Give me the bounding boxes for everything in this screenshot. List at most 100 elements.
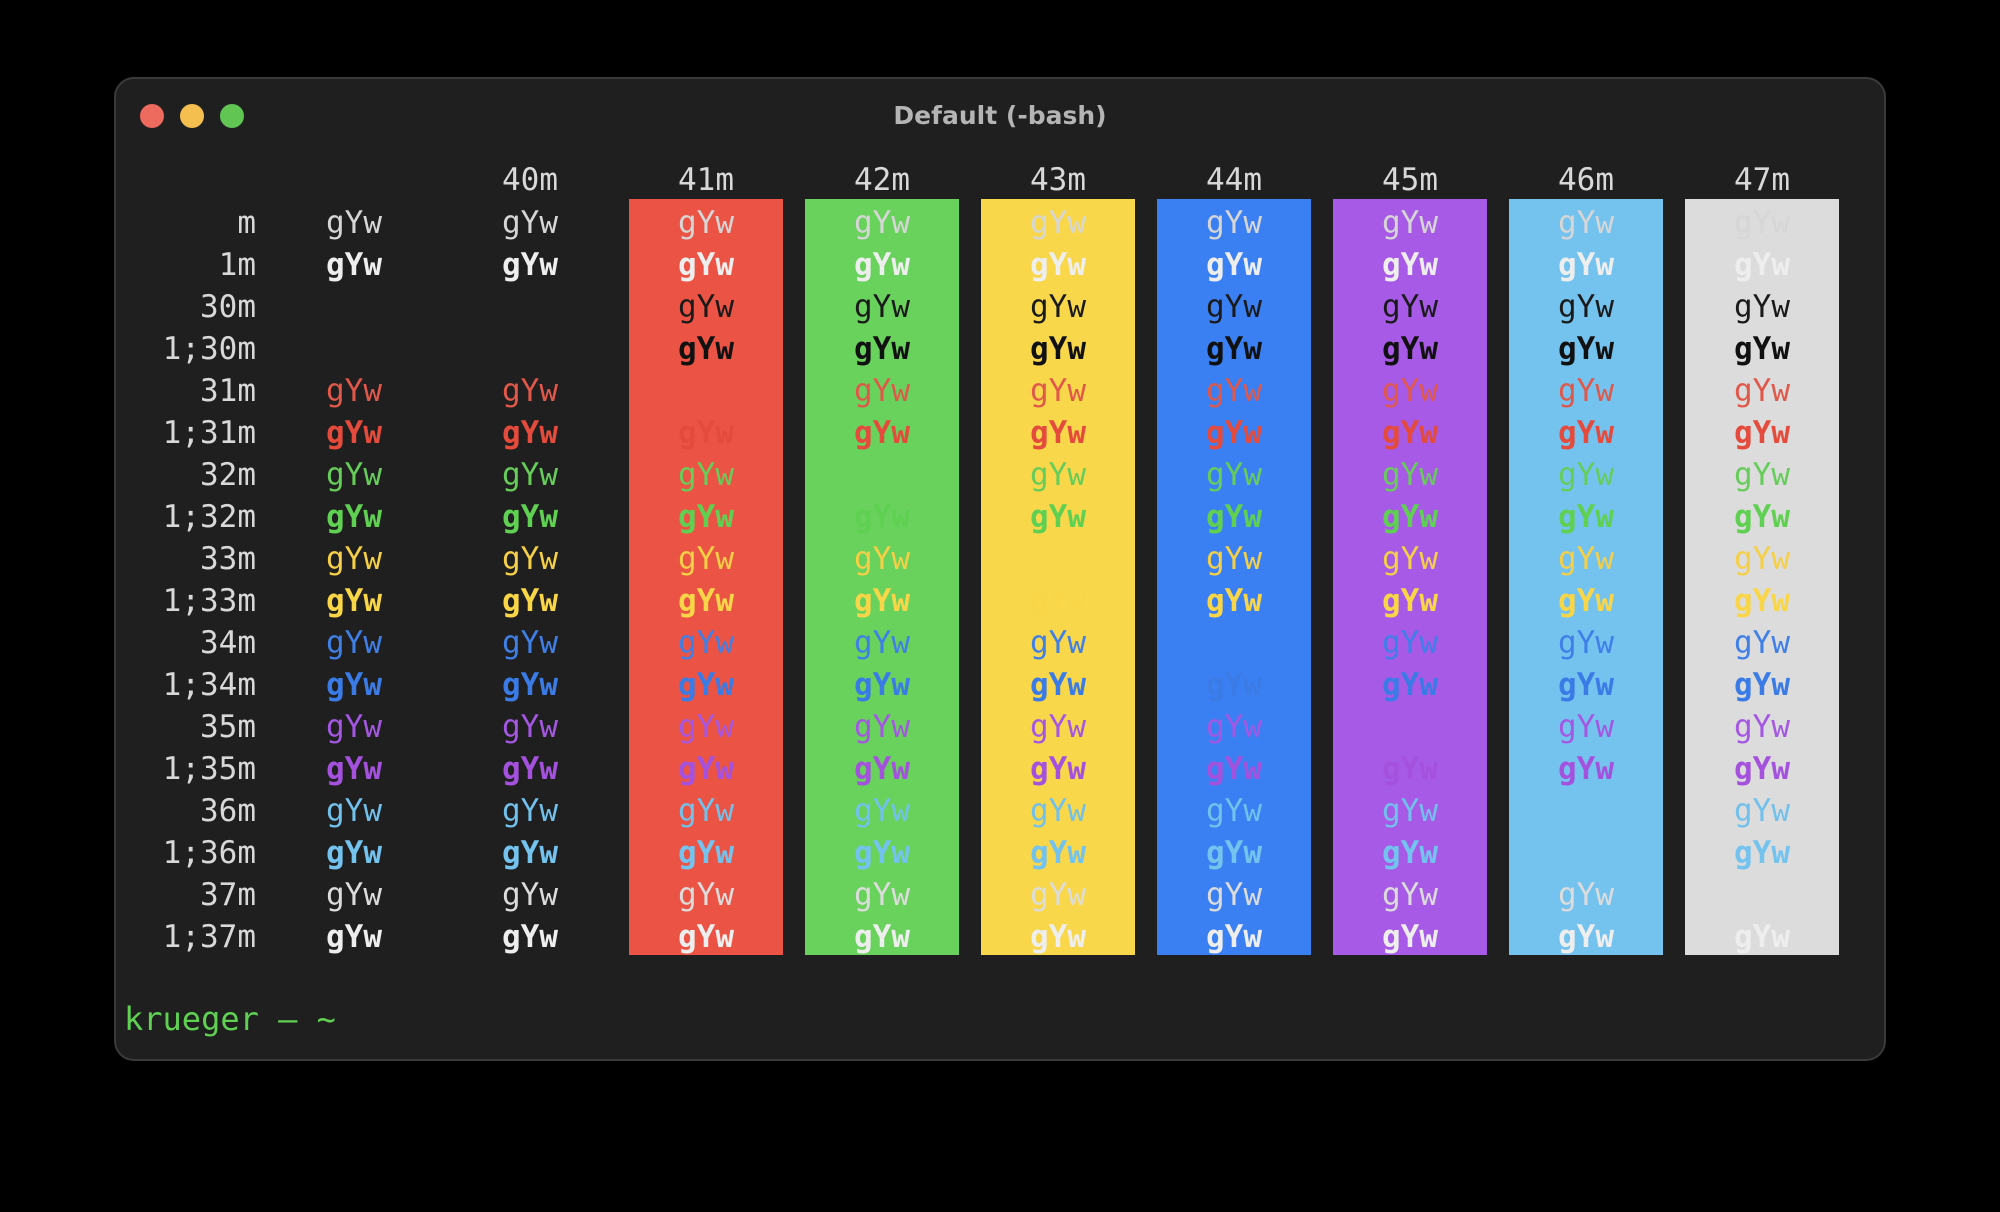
sample-cell-45m: gYw: [1382, 373, 1438, 409]
row-label: 1;31m: [162, 415, 256, 451]
sample-cell-42m: gYw: [854, 667, 910, 703]
sample-cell-41m: gYw: [678, 457, 734, 493]
title-bar[interactable]: Default (-bash): [116, 79, 1884, 155]
row-label: 1m: [218, 247, 256, 283]
sample-cell-plain: gYw: [326, 793, 382, 829]
window-title: Default (-bash): [893, 101, 1107, 130]
sample-cell-44m: gYw: [1206, 415, 1262, 451]
sample-cell-42m: gYw: [854, 499, 910, 535]
sample-cell-43m: gYw: [1030, 499, 1086, 535]
sample-cell-47m: gYw: [1734, 625, 1790, 661]
sample-cell-43m: gYw: [1030, 457, 1086, 493]
sample-cell-47m: gYw: [1734, 373, 1790, 409]
sample-cell-40m: gYw: [502, 247, 558, 283]
sample-cell-46m: gYw: [1558, 877, 1614, 913]
column-header-46m: 46m: [1558, 162, 1614, 198]
sample-cell-46m: gYw: [1558, 457, 1614, 493]
sample-cell-plain: gYw: [326, 919, 382, 955]
minimize-button[interactable]: [180, 104, 204, 128]
sample-cell-45m: gYw: [1382, 205, 1438, 241]
sample-cell-42m: gYw: [854, 247, 910, 283]
row-label: 1;35m: [162, 751, 256, 787]
sample-cell-44m: gYw: [1206, 709, 1262, 745]
sample-cell-47m: gYw: [1734, 247, 1790, 283]
row-label: 1;36m: [162, 835, 256, 871]
sample-cell-46m: gYw: [1558, 541, 1614, 577]
sample-cell-44m: gYw: [1206, 667, 1262, 703]
sample-cell-45m: gYw: [1382, 667, 1438, 703]
sample-cell-40m: gYw: [502, 415, 558, 451]
sample-cell-44m: gYw: [1206, 751, 1262, 787]
sample-cell-42m: gYw: [854, 751, 910, 787]
sample-cell-47m: gYw: [1734, 919, 1790, 955]
bg-column-44m: [1157, 199, 1311, 955]
color-test-table: 40m 41m 42m 43m 44m 45m 46m 47m m gYw gYw gYw gYw gYw…: [116, 79, 1884, 1059]
sample-cell-47m: gYw: [1734, 541, 1790, 577]
zoom-button[interactable]: [220, 104, 244, 128]
sample-cell-44m: gYw: [1206, 499, 1262, 535]
sample-cell-44m: gYw: [1206, 457, 1262, 493]
sample-cell-45m: gYw: [1382, 751, 1438, 787]
sample-cell-43m: gYw: [1030, 793, 1086, 829]
sample-cell-40m: gYw: [502, 583, 558, 619]
shell-prompt[interactable]: krueger — ~: [124, 1000, 336, 1038]
bg-column-41m: [629, 199, 783, 955]
sample-cell-47m: gYw: [1734, 667, 1790, 703]
sample-cell-47m: gYw: [1734, 751, 1790, 787]
sample-cell-41m: gYw: [678, 835, 734, 871]
sample-cell-40m: gYw: [502, 709, 558, 745]
sample-cell-41m: gYw: [678, 205, 734, 241]
sample-cell-42m: gYw: [854, 709, 910, 745]
sample-cell-46m: gYw: [1558, 709, 1614, 745]
sample-cell-42m: gYw: [854, 415, 910, 451]
sample-cell-42m: gYw: [854, 919, 910, 955]
row-label: 1;30m: [162, 331, 256, 367]
bg-column-45m: [1333, 199, 1487, 955]
sample-cell-45m: gYw: [1382, 583, 1438, 619]
sample-cell-45m: gYw: [1382, 877, 1438, 913]
sample-cell-40m: gYw: [502, 793, 558, 829]
sample-cell-47m: gYw: [1734, 835, 1790, 871]
bg-column-46m: [1509, 199, 1663, 955]
sample-cell-45m: gYw: [1382, 499, 1438, 535]
sample-cell-plain: gYw: [326, 709, 382, 745]
sample-cell-43m: gYw: [1030, 373, 1086, 409]
sample-cell-42m: gYw: [854, 289, 910, 325]
sample-cell-44m: gYw: [1206, 289, 1262, 325]
terminal-window[interactable]: Default (-bash) 40m 41m 42m 43m 44m 45m 46m 47m…: [114, 77, 1886, 1061]
sample-cell-40m: gYw: [502, 667, 558, 703]
row-label: 33m: [200, 541, 256, 577]
row-label: 37m: [200, 877, 256, 913]
column-header-45m: 45m: [1382, 162, 1438, 198]
sample-cell-plain: gYw: [326, 247, 382, 283]
bg-column-47m: [1685, 199, 1839, 955]
sample-cell-47m: gYw: [1734, 457, 1790, 493]
sample-cell-46m: gYw: [1558, 583, 1614, 619]
sample-cell-44m: gYw: [1206, 331, 1262, 367]
sample-cell-plain: gYw: [326, 373, 382, 409]
sample-cell-47m: gYw: [1734, 793, 1790, 829]
sample-cell-46m: gYw: [1558, 625, 1614, 661]
sample-cell-43m: gYw: [1030, 205, 1086, 241]
close-button[interactable]: [140, 104, 164, 128]
column-header-44m: 44m: [1206, 162, 1262, 198]
sample-cell-41m: gYw: [678, 625, 734, 661]
row-label: 31m: [200, 373, 256, 409]
sample-cell-plain: gYw: [326, 541, 382, 577]
sample-cell-40m: gYw: [502, 625, 558, 661]
sample-cell-45m: gYw: [1382, 415, 1438, 451]
column-header-40m: 40m: [502, 162, 558, 198]
sample-cell-47m: gYw: [1734, 205, 1790, 241]
sample-cell-plain: gYw: [326, 499, 382, 535]
sample-cell-42m: gYw: [854, 331, 910, 367]
sample-cell-40m: gYw: [502, 751, 558, 787]
sample-cell-46m: gYw: [1558, 835, 1614, 871]
row-label: 1;34m: [162, 667, 256, 703]
sample-cell-plain: gYw: [326, 583, 382, 619]
row-label: 36m: [200, 793, 256, 829]
bg-column-43m: [981, 199, 1135, 955]
sample-cell-plain: gYw: [326, 415, 382, 451]
sample-cell-41m: gYw: [678, 919, 734, 955]
sample-cell-43m: gYw: [1030, 919, 1086, 955]
sample-cell-42m: gYw: [854, 793, 910, 829]
